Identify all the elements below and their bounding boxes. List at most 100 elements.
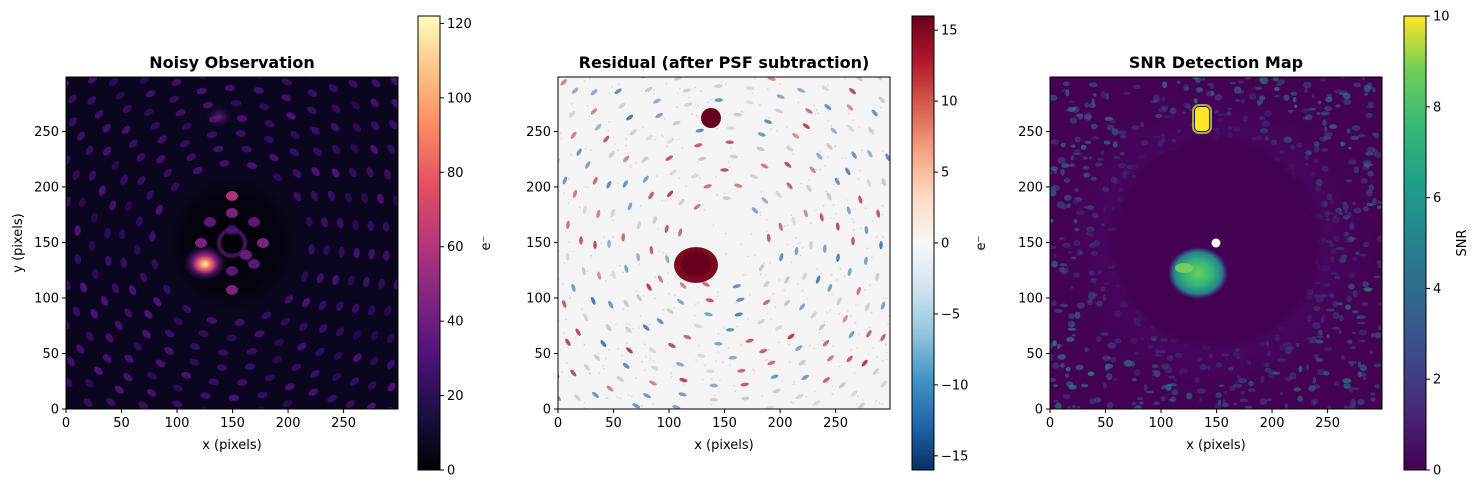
noise-pixel bbox=[584, 148, 587, 150]
noise-pixel bbox=[694, 86, 696, 89]
speckle bbox=[92, 268, 99, 280]
noise-pixel bbox=[864, 289, 866, 291]
residual-speckle bbox=[677, 298, 685, 305]
noise-pixel bbox=[560, 132, 562, 134]
x-tick-label: 0 bbox=[554, 416, 562, 431]
residual-speckle bbox=[792, 133, 800, 139]
psf-spot bbox=[257, 238, 269, 248]
noise-pixel bbox=[772, 361, 774, 364]
noise-pixel bbox=[635, 162, 638, 164]
noise-pixel bbox=[615, 323, 617, 326]
noise-pixel bbox=[813, 104, 815, 106]
snr-noise bbox=[1052, 384, 1058, 388]
noise-pixel bbox=[829, 379, 831, 381]
snr-noise bbox=[1133, 405, 1143, 409]
speckle bbox=[105, 255, 112, 267]
noise-pixel bbox=[736, 325, 738, 328]
noise-pixel bbox=[654, 138, 656, 141]
snr-noise bbox=[1364, 92, 1368, 96]
residual-speckle bbox=[600, 340, 607, 348]
speckle bbox=[352, 303, 360, 314]
colorbar-ticks: 0 20 40 60 80 100 120 bbox=[440, 17, 472, 479]
residual-speckle bbox=[815, 275, 821, 284]
residual-speckle bbox=[797, 87, 805, 93]
noise-pixel bbox=[658, 250, 660, 253]
noise-pixel bbox=[607, 129, 609, 132]
noise-pixel bbox=[694, 314, 696, 317]
residual-speckle bbox=[866, 179, 872, 188]
snr-noise bbox=[1343, 383, 1351, 389]
bright-companion bbox=[191, 253, 219, 275]
snr-noise bbox=[1052, 340, 1057, 347]
noise-pixel bbox=[576, 90, 578, 92]
noise-pixel bbox=[827, 84, 829, 86]
speckle bbox=[128, 285, 137, 296]
speckle bbox=[206, 317, 217, 324]
noise-pixel bbox=[792, 246, 795, 248]
residual-speckle bbox=[725, 327, 735, 332]
y-ticks: 0 50 100 150 200 250 bbox=[34, 125, 66, 418]
noise-pixel bbox=[743, 274, 745, 276]
y-tick-label: 200 bbox=[526, 180, 551, 195]
speckle bbox=[200, 392, 211, 399]
noise-pixel bbox=[717, 332, 720, 335]
noise-pixel bbox=[570, 153, 572, 156]
residual-speckle bbox=[827, 355, 834, 362]
residual-speckle bbox=[784, 161, 792, 168]
noise-pixel bbox=[776, 130, 778, 132]
snr-noise bbox=[1229, 81, 1237, 85]
noise-pixel bbox=[740, 343, 742, 345]
residual-speckle bbox=[762, 299, 771, 306]
residual-speckle bbox=[745, 86, 755, 91]
snr-noise bbox=[1342, 92, 1351, 100]
residual-speckle bbox=[666, 138, 675, 144]
residual-speckle bbox=[745, 100, 754, 105]
noise-pixel bbox=[698, 200, 700, 202]
snr-noise bbox=[1325, 96, 1333, 103]
residual-speckle bbox=[830, 127, 838, 135]
noise-pixel bbox=[688, 282, 691, 285]
noise-pixel bbox=[589, 78, 591, 80]
noise-pixel bbox=[810, 222, 812, 225]
noise-pixel bbox=[610, 216, 612, 219]
noise-pixel bbox=[649, 358, 651, 360]
faint-companion bbox=[205, 106, 233, 128]
residual-speckle bbox=[867, 150, 873, 158]
noise-pixel bbox=[594, 183, 596, 185]
noise-pixel bbox=[625, 144, 627, 147]
speckle bbox=[263, 135, 274, 143]
residual-speckle bbox=[821, 85, 829, 91]
noise-pixel bbox=[581, 308, 583, 310]
residual-speckle bbox=[784, 276, 790, 284]
residual-speckle bbox=[551, 343, 558, 352]
noise-pixel bbox=[827, 120, 829, 122]
noise-pixel bbox=[644, 369, 646, 371]
snr-noise bbox=[1075, 364, 1084, 371]
snr-noise bbox=[1292, 97, 1297, 103]
x-tick-label: 100 bbox=[1149, 416, 1174, 431]
residual-speckle bbox=[868, 127, 875, 135]
snr-noise bbox=[1132, 84, 1141, 90]
snr-noise bbox=[1088, 82, 1098, 88]
noise-pixel bbox=[567, 380, 570, 382]
noise-pixel bbox=[619, 264, 621, 267]
speckle bbox=[156, 155, 166, 164]
residual-speckle bbox=[610, 208, 616, 217]
noise-pixel bbox=[877, 372, 879, 374]
speckle bbox=[164, 329, 175, 338]
speckle bbox=[98, 185, 106, 196]
noise-pixel bbox=[844, 77, 847, 80]
noise-pixel bbox=[626, 342, 628, 344]
noise-pixel bbox=[588, 115, 591, 117]
x-tick-label: 0 bbox=[62, 416, 70, 431]
speckle bbox=[316, 273, 324, 284]
snr-noise bbox=[1346, 128, 1351, 134]
noise-pixel bbox=[561, 371, 563, 373]
speckle bbox=[241, 145, 252, 153]
speckle bbox=[370, 356, 379, 366]
snr-noise bbox=[1146, 390, 1154, 394]
speckle bbox=[301, 298, 311, 308]
residual-speckle bbox=[678, 198, 685, 206]
x-tick-label: 150 bbox=[712, 416, 737, 431]
